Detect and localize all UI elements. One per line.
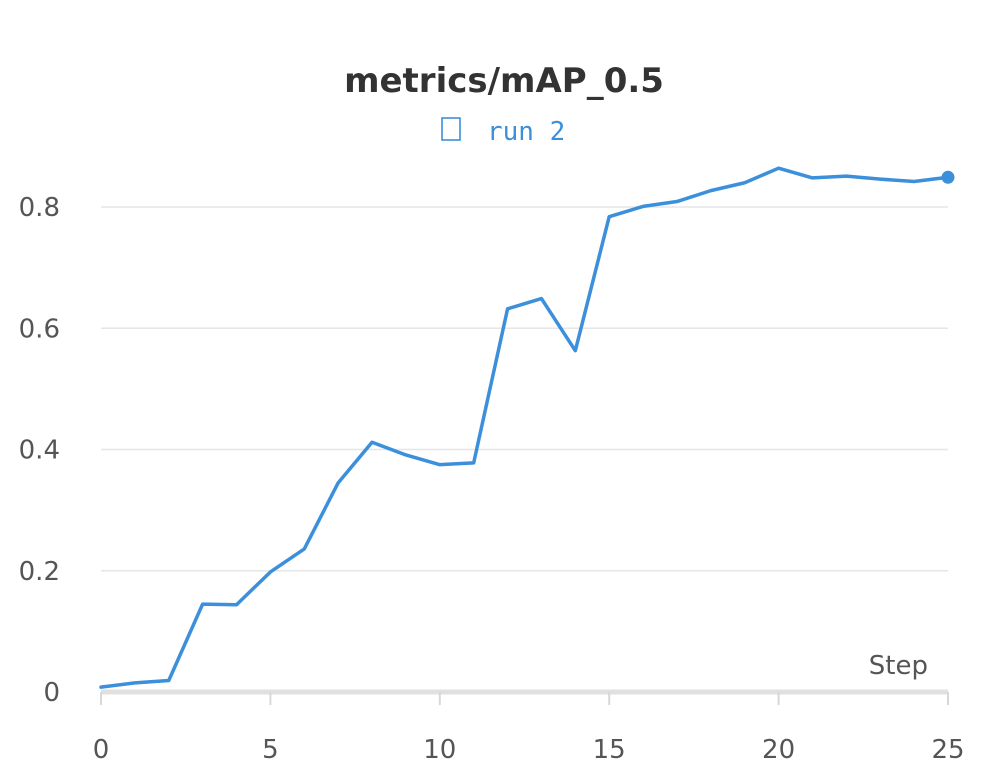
y-tick-label: 0.2: [19, 557, 60, 587]
x-axis-title: Step: [869, 651, 928, 681]
x-tick-label: 10: [423, 735, 456, 765]
grid-lines: [101, 206, 948, 572]
chart-title: metrics/mAP_0.5: [344, 61, 664, 101]
legend[interactable]: run 2: [441, 117, 565, 147]
x-tick-label: 15: [593, 735, 626, 765]
series-group: [99, 166, 955, 689]
x-tick-label: 20: [762, 735, 795, 765]
x-tick-label: 25: [931, 735, 964, 765]
y-tick-label: 0.4: [19, 436, 60, 466]
series-line: [99, 166, 950, 689]
y-tick-label: 0.6: [19, 314, 60, 344]
y-tick-label: 0.8: [19, 193, 60, 223]
x-axis: 0 5 10 15 20 25: [93, 689, 965, 765]
x-tick-label: 0: [93, 735, 110, 765]
legend-label: run 2: [487, 117, 565, 147]
series-end-point: [941, 170, 955, 184]
square-icon: [441, 117, 461, 141]
y-tick-label: 0: [43, 678, 60, 708]
y-axis: 0 0.2 0.4 0.6 0.8: [19, 193, 60, 708]
x-tick-label: 5: [262, 735, 279, 765]
